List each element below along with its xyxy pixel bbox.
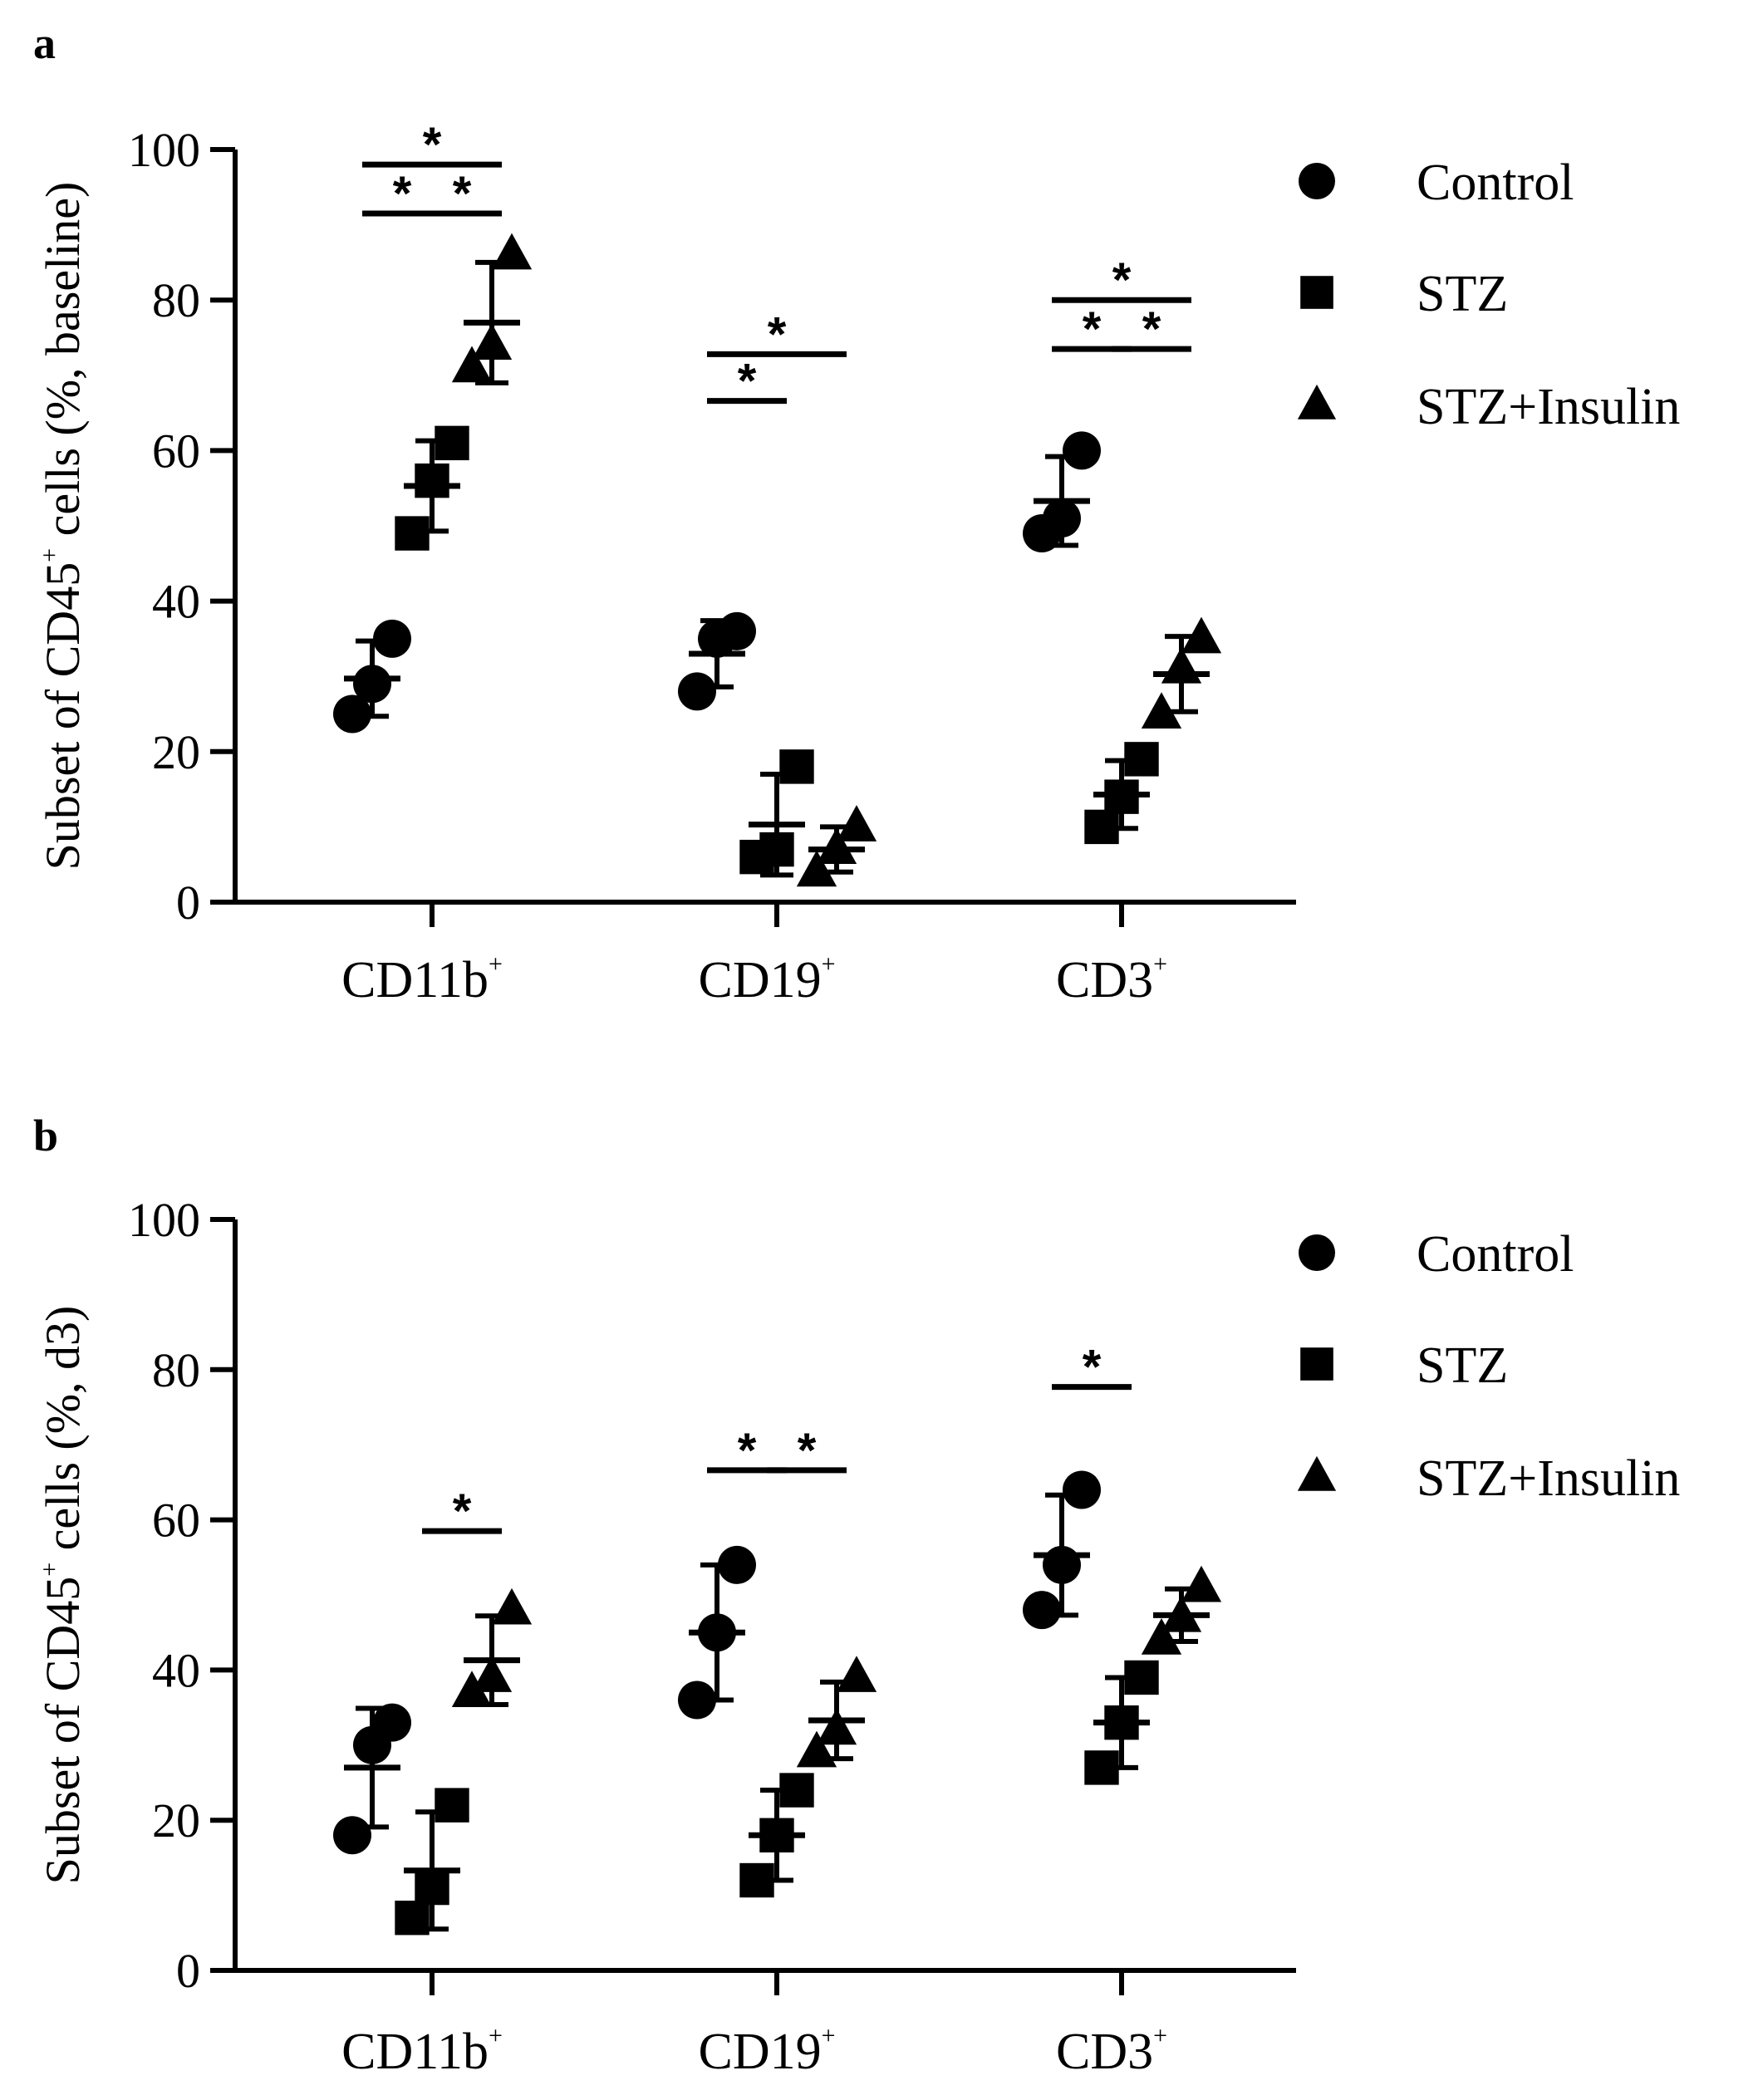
- x-tick-label-sup: +: [489, 2022, 503, 2049]
- legend-label: STZ+Insulin: [1417, 1450, 1680, 1507]
- y-tick-label: 80: [152, 273, 200, 327]
- legend-triangle-icon: [1297, 384, 1337, 420]
- x-tick-label: CD19+: [698, 950, 835, 1008]
- point-square: [435, 1788, 469, 1823]
- y-tick-label: 20: [152, 1793, 200, 1847]
- significance-star: *: [738, 355, 757, 409]
- x-tick-label-sup: +: [822, 2022, 836, 2049]
- point-circle: [333, 1816, 371, 1855]
- y-axis-title-tail: cells (%, baseline): [36, 182, 90, 548]
- point-triangle: [1181, 1565, 1222, 1602]
- y-axis-title-sup: +: [36, 548, 63, 562]
- panel-label: b: [33, 1111, 58, 1160]
- point-circle: [678, 672, 716, 711]
- point-circle: [333, 694, 371, 734]
- point-triangle: [836, 805, 877, 841]
- y-tick-label: 60: [152, 1494, 200, 1548]
- y-tick-label: 100: [128, 123, 200, 177]
- y-axis-title: Subset of CD45+ cells (%, baseline): [36, 182, 90, 871]
- significance-star: *: [393, 167, 412, 221]
- legend-square-icon: [1300, 1347, 1333, 1381]
- y-tick-label: 100: [128, 1193, 200, 1247]
- x-tick-label-name: CD19: [698, 952, 821, 1008]
- point-triangle: [451, 1671, 493, 1707]
- point-circle: [373, 619, 411, 658]
- y-axis-title-tail: cells (%, d3): [36, 1306, 90, 1563]
- y-tick-label: 0: [176, 1944, 200, 1998]
- point-circle: [1063, 1470, 1101, 1509]
- significance-star: *: [453, 167, 472, 221]
- x-tick-label-name: CD11b: [341, 952, 489, 1008]
- x-tick-label-sup: +: [489, 950, 503, 978]
- significance-star: *: [1142, 302, 1161, 356]
- legend-label: STZ: [1417, 1337, 1508, 1394]
- legend-triangle-icon: [1297, 1455, 1337, 1491]
- point-triangle: [1181, 616, 1222, 654]
- point-triangle: [1141, 692, 1182, 729]
- x-tick-label-sup: +: [1153, 2022, 1167, 2049]
- significance-star: *: [1083, 1341, 1102, 1395]
- significance-star: *: [768, 307, 787, 361]
- legend-circle-icon: [1299, 163, 1335, 199]
- x-tick-label-name: CD3: [1056, 2024, 1153, 2080]
- x-tick-label: CD3+: [1056, 2022, 1167, 2080]
- y-tick-label: 40: [152, 575, 200, 629]
- point-circle: [678, 1680, 716, 1720]
- significance-star: *: [423, 118, 442, 172]
- point-triangle: [836, 1656, 877, 1692]
- legend-circle-icon: [1299, 1234, 1335, 1271]
- legend-square-icon: [1300, 276, 1333, 309]
- y-tick-label: 40: [152, 1643, 200, 1697]
- legend-label: STZ: [1417, 266, 1508, 322]
- y-tick-label: 0: [176, 876, 200, 930]
- point-circle: [718, 1545, 756, 1584]
- point-triangle: [491, 1587, 533, 1625]
- point-square: [779, 749, 814, 784]
- y-axis-title: Subset of CD45+ cells (%, d3): [36, 1306, 90, 1885]
- x-tick-label-name: CD3: [1056, 952, 1153, 1008]
- significance-star: *: [738, 1424, 757, 1478]
- x-tick-label-name: CD11b: [341, 2024, 489, 2080]
- significance-star: *: [798, 1424, 817, 1478]
- y-tick-label: 20: [152, 725, 200, 779]
- point-triangle: [796, 850, 837, 887]
- legend-label: Control: [1417, 155, 1574, 211]
- y-tick-label: 60: [152, 424, 200, 478]
- significance-star: *: [1112, 253, 1132, 307]
- point-circle: [1063, 431, 1101, 470]
- point-triangle: [451, 346, 493, 383]
- point-circle: [1023, 1591, 1061, 1630]
- y-axis-title-sup: +: [36, 1563, 63, 1577]
- point-triangle: [1141, 1618, 1182, 1655]
- legend-label: Control: [1417, 1226, 1574, 1283]
- panel-label: a: [33, 18, 56, 68]
- y-tick-label: 80: [152, 1343, 200, 1397]
- x-tick-label-name: CD19: [698, 2024, 821, 2080]
- significance-star: *: [1083, 302, 1102, 356]
- x-tick-label: CD3+: [1056, 950, 1167, 1008]
- significance-star: *: [453, 1484, 472, 1538]
- y-axis-title-main: Subset of CD45: [36, 562, 90, 871]
- x-tick-label: CD11b+: [341, 950, 503, 1008]
- y-axis-title-main: Subset of CD45: [36, 1577, 90, 1885]
- x-tick-label-sup: +: [822, 950, 836, 978]
- x-tick-label: CD19+: [698, 2022, 835, 2080]
- x-tick-label-sup: +: [1153, 950, 1167, 978]
- legend-label: STZ+Insulin: [1417, 379, 1680, 435]
- x-tick-label: CD11b+: [341, 2022, 503, 2080]
